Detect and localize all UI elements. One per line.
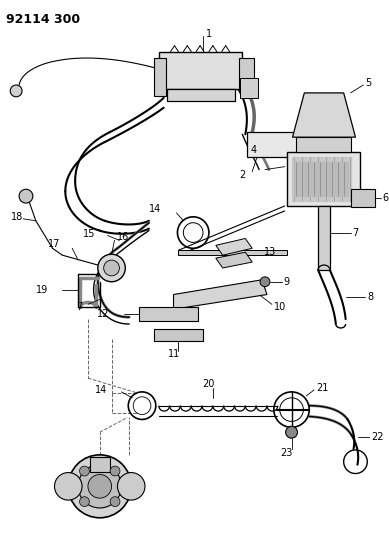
Circle shape xyxy=(104,260,119,276)
Polygon shape xyxy=(216,238,252,255)
Text: 21: 21 xyxy=(316,383,328,393)
Polygon shape xyxy=(173,280,267,309)
Text: 14: 14 xyxy=(149,204,161,214)
Polygon shape xyxy=(216,252,252,268)
Polygon shape xyxy=(291,157,350,201)
Bar xyxy=(90,457,110,472)
Text: 4: 4 xyxy=(251,145,257,155)
Text: 16: 16 xyxy=(116,232,129,243)
Text: 18: 18 xyxy=(11,212,23,222)
Text: 2: 2 xyxy=(239,169,245,180)
Text: 5: 5 xyxy=(365,78,371,88)
Bar xyxy=(179,251,287,255)
Circle shape xyxy=(79,497,89,506)
Text: 1: 1 xyxy=(206,29,212,39)
Polygon shape xyxy=(294,161,348,196)
Bar xyxy=(166,89,235,101)
Circle shape xyxy=(117,473,145,500)
Circle shape xyxy=(54,473,82,500)
Bar xyxy=(139,308,198,321)
Bar xyxy=(318,206,330,270)
Text: 92114 300: 92114 300 xyxy=(6,13,81,26)
Circle shape xyxy=(68,455,131,518)
Text: 22: 22 xyxy=(371,432,384,442)
Circle shape xyxy=(78,465,121,508)
Circle shape xyxy=(19,189,33,203)
Bar xyxy=(239,59,254,88)
Text: 8: 8 xyxy=(367,293,373,303)
Circle shape xyxy=(79,466,89,476)
Circle shape xyxy=(88,474,112,498)
Text: 9: 9 xyxy=(284,277,290,287)
Text: 10: 10 xyxy=(274,302,286,312)
Text: 11: 11 xyxy=(168,349,180,359)
Text: 19: 19 xyxy=(36,285,49,295)
Bar xyxy=(159,52,242,89)
Circle shape xyxy=(110,466,120,476)
Circle shape xyxy=(286,426,298,438)
Circle shape xyxy=(110,497,120,506)
Text: 15: 15 xyxy=(82,229,95,239)
Text: 6: 6 xyxy=(382,193,388,203)
Bar xyxy=(154,329,203,341)
Text: 23: 23 xyxy=(280,448,293,458)
Circle shape xyxy=(10,85,22,97)
Circle shape xyxy=(260,277,270,287)
Text: 14: 14 xyxy=(95,385,108,395)
Bar xyxy=(154,59,166,96)
Circle shape xyxy=(98,254,125,282)
Bar xyxy=(287,152,360,206)
Bar xyxy=(247,132,326,157)
Bar xyxy=(350,189,375,207)
Text: 20: 20 xyxy=(202,379,214,389)
Bar xyxy=(296,137,350,152)
Bar xyxy=(240,78,258,98)
Text: 17: 17 xyxy=(48,239,60,249)
Polygon shape xyxy=(293,93,356,137)
Text: 12: 12 xyxy=(97,309,110,319)
Text: 7: 7 xyxy=(76,302,82,312)
Text: 13: 13 xyxy=(264,247,276,257)
Text: 3: 3 xyxy=(287,160,293,171)
Text: 7: 7 xyxy=(352,228,359,238)
